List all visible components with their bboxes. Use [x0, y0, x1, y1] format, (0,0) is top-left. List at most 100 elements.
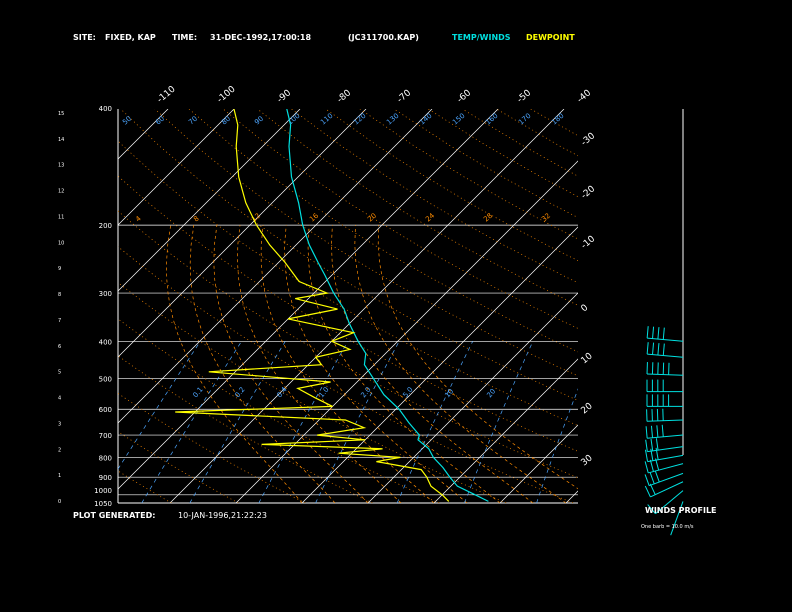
isotherm-label-right: 30 — [580, 453, 595, 468]
wind-barb-staff — [655, 490, 684, 515]
wind-barb-staff — [647, 446, 684, 453]
mixing-ratio-2 — [315, 341, 400, 503]
theta-label: 60 — [154, 115, 166, 127]
dry-adiabat — [118, 175, 578, 452]
pressure-tick-label: 300 — [99, 290, 112, 298]
theta-label: 80 — [220, 115, 232, 127]
theta-label: 150 — [451, 112, 466, 127]
theta-label: 160 — [484, 112, 499, 127]
mixing-ratio-label: 2.0 — [359, 386, 372, 400]
wind-barb-feather — [649, 459, 654, 472]
wind-barb-feather — [662, 343, 665, 356]
isotherm-40 — [632, 109, 792, 503]
adiabat-label: 32 — [540, 212, 552, 224]
pressure-tick-label: 600 — [99, 406, 112, 414]
pressure-tick-label: 800 — [99, 454, 112, 462]
isotherm-label-right: -10 — [580, 234, 598, 251]
isotherm-label: -60 — [456, 88, 474, 105]
dry-adiabat — [222, 109, 578, 329]
wind-barb-feather — [644, 449, 649, 462]
isotherms — [0, 109, 792, 503]
height-tick-label: 1 — [58, 473, 61, 479]
dry-adiabat — [118, 318, 440, 503]
wind-barb-feather — [662, 327, 665, 340]
theta-label: 130 — [385, 112, 400, 127]
adiabat-label: 28 — [482, 212, 494, 224]
wind-barb-feather — [649, 472, 655, 485]
mixing-ratio-lines — [118, 341, 578, 503]
wind-barb-staff — [647, 419, 684, 422]
dry-adiabat — [530, 109, 578, 137]
pressure-tick-label: 500 — [99, 376, 112, 384]
wind-barb-feather — [645, 426, 648, 439]
isotherm--110 — [0, 109, 36, 503]
theta-label: 170 — [517, 112, 532, 127]
wind-barb-staff — [648, 463, 684, 474]
dewpoint-legend: DEWPOINT — [526, 33, 575, 42]
height-tick-label: 0 — [58, 499, 61, 505]
adiabat-label: 4 — [134, 214, 143, 223]
isotherm-20 — [499, 424, 578, 503]
mixing-ratio-10 — [464, 341, 534, 503]
height-tick-label: 2 — [58, 447, 61, 453]
dry-adiabat — [496, 109, 578, 157]
theta-label: 140 — [418, 112, 433, 127]
wind-barb-feather — [649, 483, 656, 495]
moist-adiabat — [189, 225, 336, 503]
site-value: FIXED, KAP — [105, 33, 156, 42]
pressure-tick-label: 700 — [99, 432, 112, 440]
wind-barb-staff — [647, 337, 684, 342]
wind-barb-feather — [661, 424, 664, 437]
moist-adiabat — [166, 225, 303, 503]
winds-profile-label: WINDS PROFILE — [645, 506, 717, 515]
wind-barb-feather — [650, 425, 654, 438]
plot-generated-label: PLOT GENERATED: — [73, 511, 156, 520]
moist-adiabat — [331, 225, 534, 503]
isotherm-label: -40 — [576, 88, 594, 105]
moist-adiabat — [284, 225, 468, 503]
wind-barb-staff — [649, 472, 684, 487]
height-tick-label: 7 — [58, 318, 61, 324]
dry-adiabat — [118, 431, 239, 503]
height-tick-label: 9 — [58, 266, 61, 272]
temperature-line — [286, 109, 489, 502]
moist-adiabat — [307, 225, 501, 503]
adiabat-label: 16 — [308, 211, 320, 223]
isotherm-label-right: -20 — [580, 184, 598, 201]
isotherm-label-right: -30 — [580, 131, 598, 148]
wind-barb-staff — [647, 434, 684, 439]
dry-adiabat — [118, 282, 507, 503]
isotherm--80 — [118, 109, 235, 226]
mixing-ratio-label: 0.4 — [275, 385, 289, 399]
theta-label: 70 — [187, 115, 199, 127]
mixing-ratio-0.1 — [118, 341, 201, 470]
mixing-ratio-label: 0.1 — [191, 386, 204, 400]
isotherm-label: -50 — [516, 88, 534, 105]
isotherm-label: -70 — [396, 88, 414, 105]
height-tick-label: 10 — [58, 240, 64, 246]
wind-barb-feather — [657, 327, 660, 340]
grid-lines — [117, 109, 578, 504]
isotherm--90 — [118, 109, 169, 160]
mixing-ratio-0.4 — [189, 341, 286, 503]
dry-adiabat — [118, 392, 306, 503]
wind-barb-staff — [647, 454, 684, 463]
height-tick-label: 3 — [58, 421, 61, 427]
pressure-tick-label: 1000 — [94, 487, 112, 495]
wind-barb-feather — [652, 326, 655, 339]
height-tick-label: 15 — [58, 111, 64, 117]
mixing-ratio-20 — [536, 388, 578, 503]
wind-barb-feather — [646, 326, 649, 339]
wind-barb-staff — [650, 481, 684, 498]
wind-barb-feather — [656, 425, 659, 438]
dry-adiabat — [154, 109, 578, 377]
isotherm--70 — [118, 109, 301, 292]
height-tick-label: 11 — [58, 214, 64, 220]
wind-barb-feather — [644, 474, 650, 486]
isotherm--50 — [118, 109, 433, 424]
dry-adiabat — [118, 140, 578, 427]
dewpoint-line — [175, 109, 450, 502]
isotherm--30 — [169, 109, 565, 503]
wind-barb-feather — [654, 470, 660, 483]
